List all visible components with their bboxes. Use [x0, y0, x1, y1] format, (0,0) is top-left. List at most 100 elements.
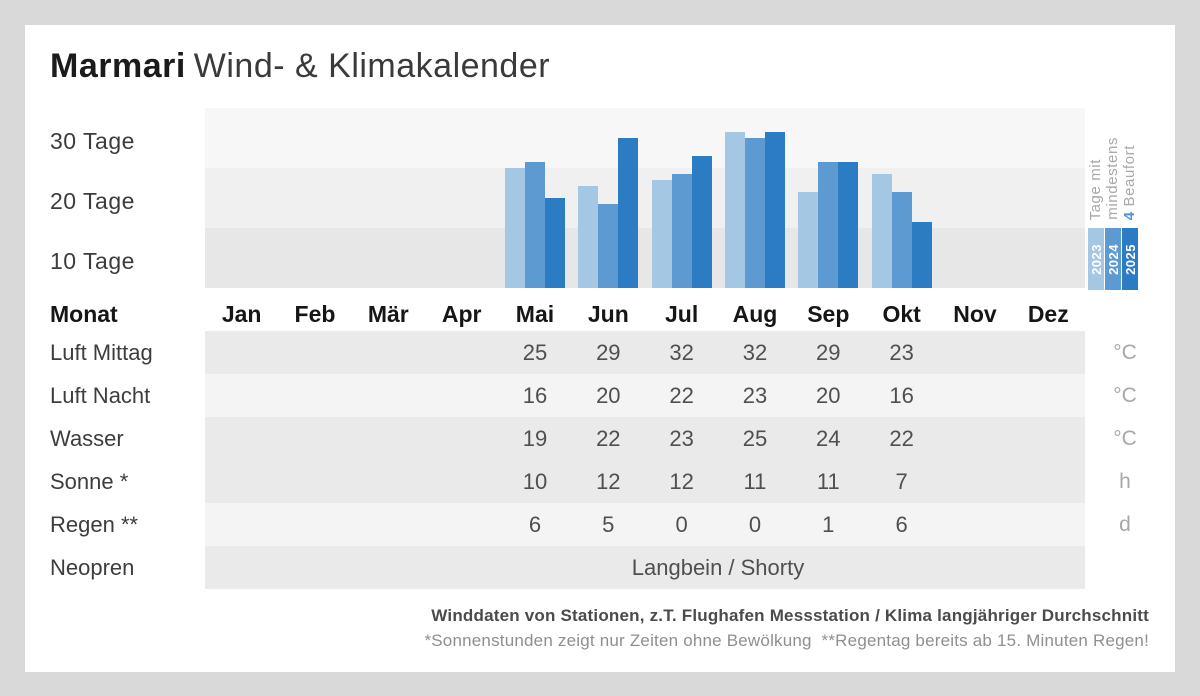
cell-regen-sep: 1 [822, 512, 835, 537]
bar-group-aug [718, 108, 791, 288]
bar-2024-okt [891, 192, 912, 288]
cell-sonne-sep: 11 [816, 469, 840, 494]
month-header-mär: Mär [367, 301, 409, 327]
legend-chip-label-2024: 2024 [1105, 243, 1121, 275]
row-label-neopren: Neopren [50, 555, 135, 580]
cell-wasser-jul: 23 [669, 426, 694, 451]
bar-group-jun [572, 108, 645, 288]
cell-regen-jan [205, 503, 278, 546]
climate-calendar-card: Marmari Wind- & Klimakalender 30 Tage 20 … [25, 25, 1175, 672]
legend-chip-label-2025: 2025 [1122, 243, 1138, 275]
month-header-jan: Jan [221, 301, 262, 327]
bar-2023-aug [724, 132, 745, 288]
row-label-luft-nacht: Luft Nacht [50, 383, 151, 408]
row-cells-luft-mittag: 25 29 32 32 29 23 [205, 331, 1085, 374]
row-stripe-wasser [205, 417, 1085, 460]
title-brand: Marmari [50, 47, 186, 85]
row-stripe-neopren [205, 546, 1085, 589]
row-unit-wasser: °C [1113, 427, 1137, 450]
cell-sonne-jan [205, 460, 278, 503]
bar-group-sep [792, 108, 865, 288]
month-header-feb: Feb [294, 301, 336, 327]
y-axis-label-line1: Tage mit [1087, 158, 1104, 221]
row-unit-sonne: h [1119, 470, 1131, 493]
row-unit-luft-mittag: °C [1113, 341, 1137, 364]
row-label-wasser: Wasser [50, 426, 124, 451]
row-cells-wasser: 19 22 23 25 24 22 [205, 417, 1085, 460]
cell-wasser-nov [938, 417, 1011, 460]
cell-luft-mittag-feb [278, 331, 351, 374]
bar-group-apr [425, 108, 498, 288]
cell-regen-feb [278, 503, 351, 546]
y-tick-20-tage: 20 Tage [50, 187, 135, 214]
bar-group-feb [278, 108, 351, 288]
title-subtitle: Wind- & Klimakalender [193, 47, 551, 85]
cell-sonne-mär [352, 460, 425, 503]
table-row-regen: Regen ** 6 5 0 0 1 6 d [25, 503, 1175, 546]
cell-wasser-feb [278, 417, 351, 460]
month-header-aug: Aug [732, 301, 778, 327]
cell-regen-mär [352, 503, 425, 546]
cell-regen-apr [425, 503, 498, 546]
cell-wasser-sep: 24 [816, 426, 841, 451]
cell-regen-dez [1012, 503, 1085, 546]
cell-wasser-jan [205, 417, 278, 460]
month-header-okt: Okt [882, 301, 921, 327]
cell-sonne-nov [938, 460, 1011, 503]
cell-luft-nacht-apr [425, 374, 498, 417]
month-header-dez: Dez [1027, 301, 1069, 327]
cell-sonne-jul: 12 [669, 469, 694, 494]
cell-luft-nacht-mär [352, 374, 425, 417]
beaufort-rest: Beaufort [1121, 144, 1138, 212]
cell-luft-nacht-okt: 16 [889, 383, 914, 408]
cell-wasser-apr [425, 417, 498, 460]
cell-luft-mittag-jun: 29 [596, 340, 621, 365]
y-tick-10-tage: 10 Tage [50, 247, 135, 274]
cell-luft-mittag-apr [425, 331, 498, 374]
bar-2023-jul [651, 180, 672, 288]
cell-luft-nacht-jul: 22 [669, 383, 694, 408]
cell-wasser-okt: 22 [889, 426, 914, 451]
beaufort-accent: 4 [1121, 211, 1138, 220]
table-row-luft-mittag: Luft Mittag 25 29 32 32 29 23 °C [25, 331, 1175, 374]
bar-group-mär [352, 108, 425, 288]
grid-band-20-30 [205, 108, 1085, 168]
footer: Winddaten von Stationen, z.T. Flughafen … [424, 603, 1149, 653]
legend-chip-2023: 2023 [1088, 228, 1104, 290]
cell-luft-nacht-jan [205, 374, 278, 417]
table-row-neopren: Neopren Langbein / Shorty [25, 546, 1175, 589]
grid-band-0-10 [205, 228, 1085, 288]
row-label-regen: Regen ** [50, 512, 139, 537]
cell-luft-mittag-nov [938, 331, 1011, 374]
row-cells-sonne: 10 12 12 11 11 7 [205, 460, 1085, 503]
table-row-wasser: Wasser 19 22 23 25 24 22 °C [25, 417, 1175, 460]
bar-2023-jun [578, 186, 599, 288]
cell-sonne-aug: 11 [743, 469, 767, 494]
bar-2025-okt [911, 222, 932, 288]
cell-wasser-mär [352, 417, 425, 460]
footer-notes-line: *Sonnenstunden zeigt nur Zeiten ohne Bew… [424, 631, 1149, 650]
page-title: Marmari Wind- & Klimakalender [50, 47, 550, 86]
footer-source-line: Winddaten von Stationen, z.T. Flughafen … [431, 606, 1149, 625]
cell-regen-mai: 6 [528, 512, 542, 537]
cell-luft-mittag-jul: 32 [669, 340, 694, 365]
cell-luft-nacht-dez [1012, 374, 1085, 417]
month-header-jun: Jun [587, 301, 629, 327]
cell-regen-jul: 0 [675, 512, 688, 537]
month-header-jul: Jul [665, 301, 699, 327]
row-unit-regen: d [1119, 513, 1131, 536]
row-cells-regen: 6 5 0 0 1 6 [205, 503, 1085, 546]
row-cells-luft-nacht: 16 20 22 23 20 16 [205, 374, 1085, 417]
cell-sonne-okt: 7 [895, 469, 908, 494]
cell-luft-mittag-jan [205, 331, 278, 374]
legend-chip-2025: 2025 [1122, 228, 1138, 290]
cell-luft-nacht-feb [278, 374, 351, 417]
chart-legend: 2023 2024 2025 [1088, 228, 1138, 290]
bar-2023-mai [504, 168, 525, 288]
bar-2024-aug [744, 138, 765, 288]
table-row-sonne: Sonne * 10 12 12 11 11 7 h [25, 460, 1175, 503]
cell-sonne-mai: 10 [522, 469, 548, 494]
grid-band-10-20 [205, 168, 1085, 228]
bar-group-okt [865, 108, 938, 288]
